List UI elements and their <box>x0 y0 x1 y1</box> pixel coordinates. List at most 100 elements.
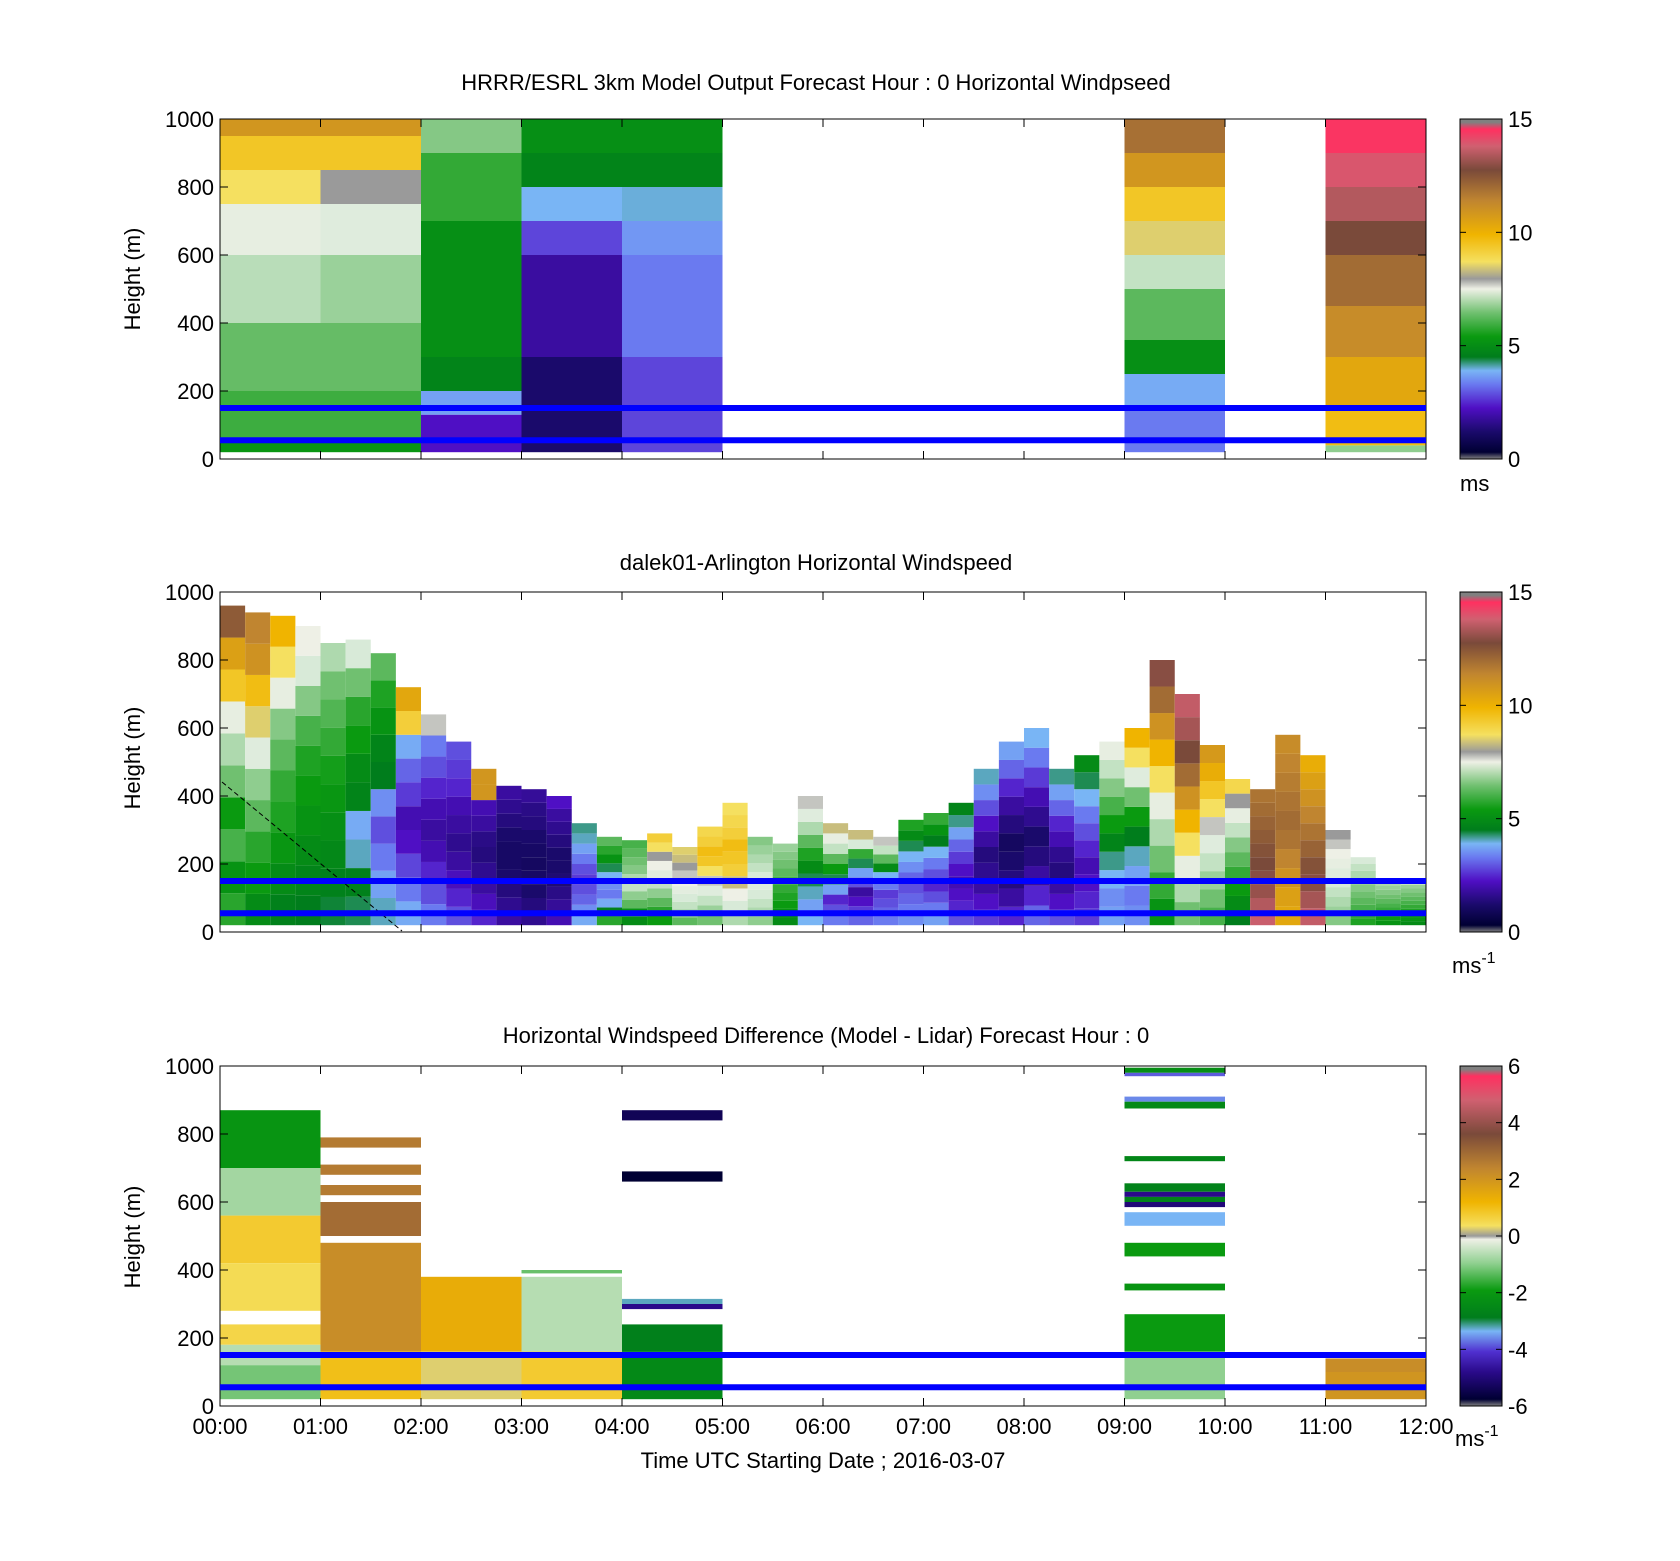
heatmap-cell <box>1074 806 1100 824</box>
heatmap-cell <box>1250 802 1276 817</box>
heatmap-cell <box>220 1215 321 1264</box>
colorbar-tick-label: 10 <box>1508 693 1532 718</box>
heatmap-cell <box>848 830 874 840</box>
heatmap-cell <box>571 833 597 844</box>
heatmap-cell <box>1275 772 1301 792</box>
heatmap-cell <box>1325 887 1351 897</box>
heatmap-cell <box>1225 808 1251 823</box>
heatmap-cell <box>1124 255 1225 289</box>
heatmap-cell <box>797 847 823 861</box>
heatmap-cell <box>245 768 271 801</box>
heatmap-cell <box>596 872 622 881</box>
panel-difference-reference-lines <box>220 1352 1426 1391</box>
heatmap-cell <box>1199 853 1225 872</box>
heatmap-cell <box>596 889 622 899</box>
heatmap-cell <box>446 759 472 779</box>
heatmap-cell <box>1049 831 1075 847</box>
heatmap-cell <box>1350 864 1376 871</box>
heatmap-cell <box>1400 896 1426 901</box>
heatmap-cell <box>1325 187 1426 221</box>
heatmap-cell <box>973 831 999 847</box>
panel-model-colorbar <box>1459 118 1503 460</box>
heatmap-cell <box>797 860 823 874</box>
heatmap-cell <box>622 1110 723 1121</box>
colorbar-tick-label: -4 <box>1508 1337 1528 1362</box>
heatmap-cell <box>772 892 798 901</box>
heatmap-cell <box>421 883 447 905</box>
heatmap-cell <box>823 864 849 875</box>
panel-difference: Horizontal Windspeed Difference (Model -… <box>120 1023 1528 1473</box>
heatmap-cell <box>295 685 321 716</box>
heatmap-cell <box>1124 1096 1225 1102</box>
heatmap-cell <box>596 898 622 908</box>
heatmap-cell <box>245 674 271 707</box>
heatmap-cell <box>697 846 723 857</box>
heatmap-cell <box>1350 918 1376 926</box>
heatmap-cell <box>1300 840 1326 858</box>
heatmap-cell <box>370 870 396 898</box>
heatmap-cell <box>596 845 622 855</box>
heatmap-cell <box>1325 153 1426 187</box>
heatmap-cell <box>446 815 472 834</box>
heatmap-cell <box>923 880 949 892</box>
heatmap-cell <box>923 902 949 914</box>
heatmap-cell <box>747 872 773 881</box>
heatmap-cell <box>1250 843 1276 858</box>
heatmap-cell <box>370 789 396 817</box>
heatmap-cell <box>421 735 447 757</box>
heatmap-cell <box>370 762 396 790</box>
heatmap-cell <box>722 864 748 877</box>
x-tick-label: 12:00 <box>1398 1414 1453 1439</box>
colorbar-tick-label: 0 <box>1508 920 1520 945</box>
heatmap-cell <box>747 854 773 864</box>
heatmap-cell <box>1024 826 1050 847</box>
heatmap-cell <box>320 1137 421 1148</box>
heatmap-cell <box>395 806 421 830</box>
heatmap-cell <box>1099 833 1125 852</box>
heatmap-cell <box>220 765 246 798</box>
heatmap-cell <box>1149 792 1175 820</box>
heatmap-cell <box>496 785 522 800</box>
heatmap-cell <box>345 753 371 783</box>
heatmap-cell <box>898 893 924 905</box>
heatmap-cell <box>220 204 321 255</box>
heatmap-cell <box>1375 885 1401 890</box>
heatmap-cell <box>320 784 346 813</box>
heatmap-cell <box>1049 768 1075 785</box>
heatmap-cell <box>898 872 924 884</box>
heatmap-cell <box>998 741 1024 760</box>
heatmap-cell <box>672 870 698 879</box>
heatmap-cell <box>345 668 371 697</box>
heatmap-cell <box>521 1276 622 1352</box>
heatmap-cell <box>1199 817 1225 836</box>
heatmap-cell <box>1325 839 1351 850</box>
heatmap-cell <box>471 862 497 879</box>
heatmap-cell <box>320 671 346 700</box>
heatmap-cell <box>1325 868 1351 878</box>
heatmap-cell <box>647 842 673 852</box>
heatmap-cell <box>1149 766 1175 793</box>
heatmap-cell <box>998 778 1024 797</box>
heatmap-cell <box>496 841 522 856</box>
y-tick-label: 400 <box>177 1258 214 1283</box>
heatmap-cell <box>546 899 572 913</box>
heatmap-cell <box>1049 800 1075 816</box>
heatmap-cell <box>446 778 472 797</box>
heatmap-cell <box>220 797 246 830</box>
heatmap-cell <box>998 888 1024 907</box>
heatmap-cell <box>1225 866 1251 882</box>
heatmap-cell <box>948 900 974 913</box>
panel-model-colorbar-ticks: 0 5 10 15 <box>1460 107 1532 472</box>
x-tick-label: 02:00 <box>393 1414 448 1439</box>
heatmap-cell <box>1024 806 1050 827</box>
heatmap-cell <box>622 848 648 858</box>
heatmap-cell <box>320 840 346 869</box>
heatmap-cell <box>823 904 849 915</box>
panel-model-ticks: 0 200 400 600 800 1000 <box>165 107 1427 472</box>
heatmap-cell <box>923 824 949 836</box>
heatmap-cell <box>446 741 472 760</box>
heatmap-cell <box>1225 779 1251 794</box>
heatmap-cell <box>1199 763 1225 782</box>
heatmap-cell <box>471 768 497 785</box>
